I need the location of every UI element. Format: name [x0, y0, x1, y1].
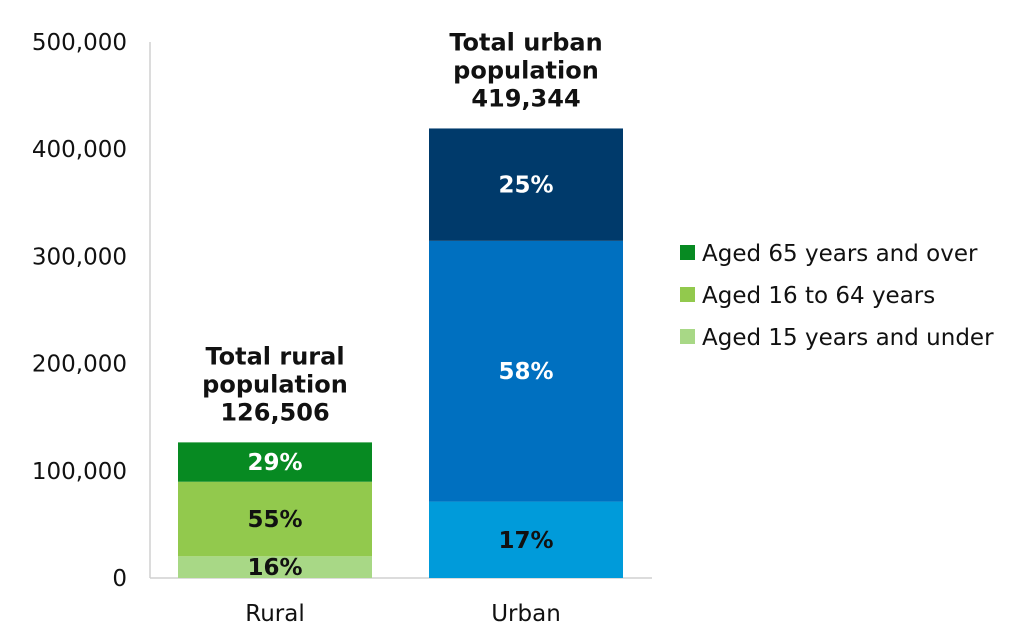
y-tick-label: 300,000	[32, 244, 127, 270]
segment-percent-label: 58%	[498, 359, 553, 385]
total-label: population	[202, 370, 348, 398]
category-label: Rural	[245, 601, 304, 627]
total-label: 126,506	[220, 398, 329, 426]
segment-percent-label: 25%	[498, 173, 553, 199]
segment-percent-label: 16%	[247, 555, 302, 581]
legend-swatch	[680, 287, 695, 302]
bar-segment	[178, 481, 372, 557]
bar-segment	[429, 501, 623, 578]
legend: Aged 65 years and over Aged 16 to 64 year…	[680, 241, 994, 351]
legend-label: Aged 15 years and under	[702, 325, 994, 351]
category-label: Urban	[491, 601, 561, 627]
total-label: Total rural	[205, 342, 344, 370]
bar-segment	[178, 556, 372, 578]
segment-percent-label: 55%	[247, 507, 302, 533]
y-axis: 0 100,000 200,000 300,000 400,000 500,000	[32, 30, 652, 592]
segment-percent-label: 29%	[247, 450, 302, 476]
bar-segment	[178, 442, 372, 482]
y-tick-label: 100,000	[32, 459, 127, 485]
y-tick-label: 500,000	[32, 30, 127, 56]
y-tick-label: 200,000	[32, 352, 127, 378]
bar-segment	[429, 240, 623, 502]
legend-swatch	[680, 329, 695, 344]
y-tick-label: 400,000	[32, 137, 127, 163]
legend-swatch	[680, 245, 695, 260]
total-label: Total urban	[449, 28, 602, 56]
legend-label: Aged 16 to 64 years	[702, 283, 935, 309]
bar-area	[178, 128, 623, 578]
bar-segment	[429, 128, 623, 241]
legend-label: Aged 65 years and over	[702, 241, 978, 267]
total-label: 419,344	[471, 84, 580, 112]
total-label: population	[453, 56, 599, 84]
y-tick-label: 0	[112, 566, 127, 592]
segment-percent-label: 17%	[498, 528, 553, 554]
